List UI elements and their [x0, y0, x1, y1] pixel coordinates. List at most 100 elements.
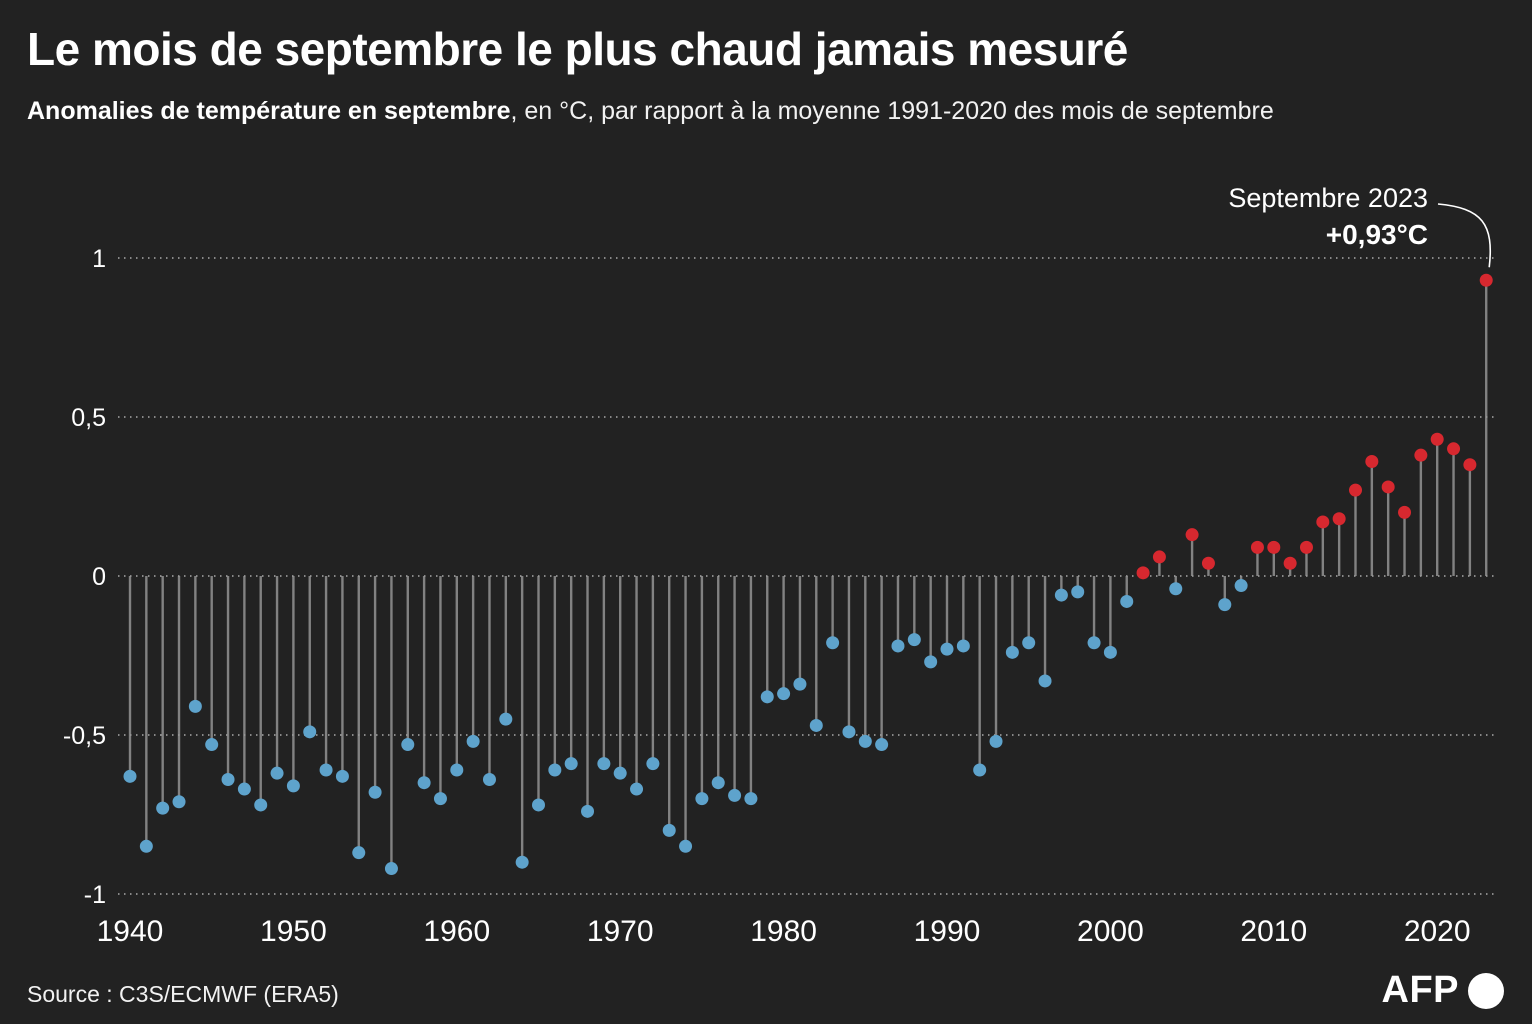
- data-point-1999: [1087, 636, 1101, 650]
- data-point-1979: [760, 690, 774, 704]
- data-point-1941: [139, 839, 153, 853]
- x-tick-label: 1990: [914, 915, 981, 948]
- source-label: Source : C3S/ECMWF (ERA5): [27, 981, 339, 1007]
- data-point-1966: [548, 763, 562, 777]
- data-point-1950: [286, 779, 300, 793]
- data-point-1942: [156, 801, 170, 815]
- data-point-1972: [646, 757, 660, 771]
- y-tick-label: 0,5: [71, 404, 106, 432]
- y-tick-label: 1: [92, 245, 106, 273]
- afp-logo: AFP: [1381, 969, 1504, 1012]
- data-point-2019: [1414, 448, 1428, 462]
- data-point-1956: [384, 862, 398, 876]
- data-point-1967: [564, 757, 578, 771]
- x-tick-label: 2010: [1240, 915, 1307, 948]
- y-tick-label: 0: [92, 563, 106, 591]
- subtitle-rest: , en °C, par rapport à la moyenne 1991-2…: [510, 97, 1274, 125]
- annotation-value: +0,93°C: [1325, 219, 1428, 251]
- data-point-1983: [826, 636, 840, 650]
- data-point-1961: [466, 734, 480, 748]
- data-point-2001: [1120, 594, 1134, 608]
- data-point-2016: [1365, 455, 1379, 469]
- data-point-1949: [270, 766, 284, 780]
- data-point-1947: [237, 782, 251, 796]
- data-point-1940: [123, 769, 137, 783]
- data-point-1977: [728, 788, 742, 802]
- data-point-1981: [793, 677, 807, 691]
- data-point-1991: [956, 639, 970, 653]
- data-point-1959: [433, 792, 447, 806]
- data-point-1993: [989, 734, 1003, 748]
- annotation-arrow: [1437, 203, 1491, 268]
- data-point-1968: [581, 804, 595, 818]
- data-point-2007: [1218, 598, 1232, 612]
- data-point-2017: [1381, 480, 1395, 494]
- data-point-2020: [1430, 432, 1444, 446]
- data-point-2023: [1479, 273, 1493, 287]
- data-point-1992: [973, 763, 987, 777]
- annotation-label: Septembre 2023: [1228, 183, 1428, 213]
- subtitle-bold: Anomalies de température en septembre: [27, 97, 511, 125]
- x-tick-label: 1970: [587, 915, 654, 948]
- data-point-2014: [1332, 512, 1346, 526]
- data-point-1969: [597, 757, 611, 771]
- data-point-1955: [368, 785, 382, 799]
- data-point-1962: [482, 773, 496, 787]
- data-point-1988: [907, 633, 921, 647]
- data-point-2005: [1185, 528, 1199, 542]
- afp-logo-text: AFP: [1381, 969, 1459, 1011]
- x-tick-label: 1960: [423, 915, 490, 948]
- annotation-september-2023: Septembre 2023 +0,93°C: [1228, 180, 1428, 254]
- y-tick-label: -1: [84, 881, 106, 909]
- data-point-1982: [809, 718, 823, 732]
- data-point-1976: [711, 776, 725, 790]
- data-point-1945: [205, 738, 219, 752]
- data-point-1974: [679, 839, 693, 853]
- data-point-1975: [695, 792, 709, 806]
- data-point-2021: [1447, 442, 1461, 456]
- chart-title: Le mois de septembre le plus chaud jamai…: [27, 23, 1128, 75]
- data-point-1951: [303, 725, 317, 739]
- data-point-2022: [1463, 458, 1477, 472]
- data-point-1997: [1054, 588, 1068, 602]
- afp-globe-icon: [1468, 972, 1504, 1009]
- data-point-2009: [1250, 540, 1264, 554]
- data-point-1989: [924, 655, 938, 669]
- data-point-2006: [1201, 556, 1215, 570]
- data-point-2000: [1103, 645, 1117, 659]
- data-point-1987: [891, 639, 905, 653]
- data-point-2012: [1299, 540, 1313, 554]
- y-tick-label: -0,5: [63, 722, 106, 750]
- data-point-1994: [1005, 645, 1019, 659]
- data-point-1965: [532, 798, 545, 812]
- data-point-1990: [940, 642, 954, 656]
- data-point-1954: [352, 846, 366, 860]
- data-point-1986: [875, 738, 889, 752]
- data-point-1953: [335, 769, 349, 783]
- data-point-1971: [630, 782, 644, 796]
- data-point-1984: [842, 725, 856, 739]
- data-point-2015: [1349, 483, 1362, 497]
- data-point-1952: [319, 763, 333, 777]
- x-tick-label: 1980: [750, 915, 817, 948]
- data-point-2018: [1398, 505, 1412, 519]
- data-point-2010: [1267, 540, 1281, 554]
- data-point-2002: [1136, 566, 1150, 580]
- data-point-2008: [1234, 579, 1248, 593]
- data-point-1964: [515, 855, 529, 869]
- data-point-1973: [662, 823, 676, 837]
- data-point-1948: [254, 798, 268, 812]
- data-point-2004: [1169, 582, 1183, 596]
- data-point-2003: [1152, 550, 1166, 564]
- data-point-1943: [172, 795, 186, 809]
- data-point-1957: [401, 738, 415, 752]
- data-point-1946: [221, 773, 235, 787]
- data-point-1978: [744, 792, 758, 806]
- data-point-1958: [417, 776, 431, 790]
- data-point-1960: [450, 763, 464, 777]
- data-point-1996: [1038, 674, 1052, 688]
- data-point-1998: [1071, 585, 1085, 599]
- data-point-1963: [499, 712, 513, 726]
